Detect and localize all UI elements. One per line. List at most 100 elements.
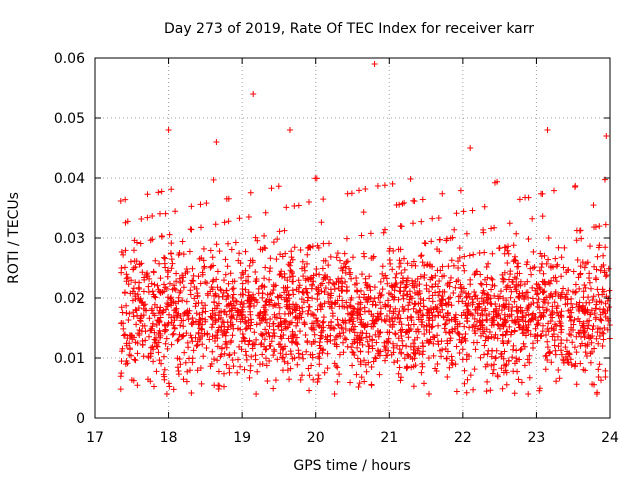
data-point (182, 270, 189, 277)
data-point (123, 358, 130, 364)
data-point (575, 315, 582, 322)
data-point (436, 248, 443, 255)
data-point (204, 330, 211, 337)
data-point (390, 308, 397, 315)
data-point (338, 265, 345, 272)
data-point (191, 295, 198, 302)
data-point (553, 263, 560, 270)
data-point (401, 199, 408, 206)
data-point (172, 286, 179, 293)
data-point (313, 266, 320, 272)
data-point (418, 218, 425, 225)
data-point (210, 176, 217, 183)
data-point (341, 260, 348, 267)
data-point (127, 332, 134, 339)
data-point (411, 284, 418, 291)
data-point (424, 306, 431, 313)
data-point (213, 241, 220, 248)
data-point (482, 276, 488, 283)
data-point (247, 362, 254, 369)
data-point (130, 309, 137, 316)
data-point (368, 323, 375, 330)
data-point (221, 383, 227, 390)
data-point (419, 319, 426, 326)
data-point (213, 332, 220, 339)
data-point (326, 303, 333, 310)
data-point (532, 314, 539, 320)
data-point (223, 311, 230, 318)
data-point (548, 359, 555, 366)
data-point (590, 202, 597, 209)
data-point (263, 355, 269, 362)
data-point (158, 360, 165, 367)
data-point (187, 287, 194, 294)
data-point (236, 250, 243, 257)
data-point (405, 306, 412, 313)
data-point (218, 314, 224, 321)
data-point (364, 338, 371, 345)
data-point (278, 327, 285, 333)
data-point (212, 312, 219, 319)
data-point (215, 324, 222, 331)
data-point (297, 376, 304, 383)
data-point (152, 257, 159, 264)
data-point (511, 274, 518, 281)
data-point (573, 237, 580, 244)
data-point (434, 338, 441, 345)
data-point (294, 341, 301, 348)
data-point (169, 331, 176, 338)
y-tick-label: 0.06 (54, 51, 85, 67)
data-point (444, 374, 451, 380)
data-point (214, 284, 221, 291)
data-point (208, 324, 215, 331)
data-point (222, 271, 229, 278)
data-point (185, 344, 192, 351)
data-point (525, 321, 532, 328)
data-point (350, 305, 357, 311)
data-point (558, 254, 565, 261)
data-point (226, 352, 233, 359)
data-point (602, 367, 609, 374)
data-point (511, 298, 518, 305)
data-point (262, 326, 269, 333)
data-point (357, 329, 364, 336)
data-point (562, 344, 569, 351)
data-point (155, 318, 162, 324)
data-point (553, 278, 560, 285)
data-point (270, 320, 277, 327)
data-point (504, 247, 511, 254)
data-point (504, 260, 511, 266)
data-point (161, 366, 168, 373)
data-point (366, 283, 373, 290)
data-point (276, 228, 283, 235)
data-point (278, 320, 285, 327)
data-point (384, 280, 391, 287)
data-point (210, 262, 217, 269)
data-point (322, 285, 329, 291)
data-point (351, 305, 358, 312)
data-point (516, 318, 522, 325)
data-point (240, 300, 247, 307)
data-point (286, 274, 293, 281)
data-point (338, 324, 345, 331)
data-point (446, 364, 453, 371)
data-point (558, 347, 564, 354)
data-point (410, 383, 417, 390)
data-point (557, 320, 564, 327)
data-point (336, 351, 343, 358)
data-point (165, 380, 172, 387)
data-point (245, 317, 252, 324)
data-point (122, 331, 128, 338)
data-point (396, 346, 403, 353)
data-point (506, 276, 512, 283)
data-point (403, 343, 410, 350)
data-point (131, 247, 137, 254)
data-point (486, 311, 493, 318)
data-point (237, 363, 244, 370)
data-point (375, 333, 382, 340)
data-point (340, 329, 347, 336)
data-point (211, 382, 218, 389)
data-point (396, 257, 403, 264)
data-point (242, 267, 249, 274)
data-point (289, 270, 295, 277)
